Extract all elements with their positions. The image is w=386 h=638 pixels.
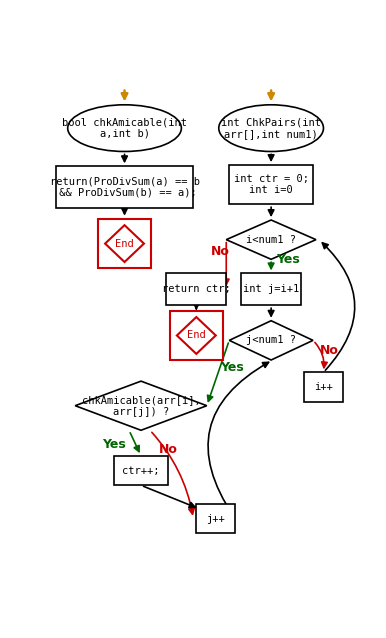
Polygon shape bbox=[177, 317, 216, 354]
Text: chkAmicable(arr[i],
arr[j]) ?: chkAmicable(arr[i], arr[j]) ? bbox=[81, 395, 200, 417]
Text: No: No bbox=[159, 443, 177, 456]
Text: No: No bbox=[211, 246, 230, 258]
Polygon shape bbox=[105, 225, 144, 262]
Bar bbox=[170, 311, 223, 360]
Polygon shape bbox=[226, 220, 316, 259]
Text: int j=i+1: int j=i+1 bbox=[243, 285, 299, 294]
Polygon shape bbox=[229, 321, 313, 360]
Bar bbox=[241, 273, 301, 305]
Bar bbox=[196, 504, 235, 533]
Text: End: End bbox=[187, 330, 206, 341]
Bar bbox=[56, 167, 193, 208]
Text: i<num1 ?: i<num1 ? bbox=[246, 235, 296, 244]
Bar bbox=[114, 456, 168, 486]
Bar bbox=[229, 165, 313, 204]
Text: int ctr = 0;
int i=0: int ctr = 0; int i=0 bbox=[234, 174, 309, 195]
Text: Yes: Yes bbox=[220, 361, 244, 374]
Polygon shape bbox=[75, 381, 207, 430]
Text: Yes: Yes bbox=[276, 253, 300, 266]
Text: return ctr;: return ctr; bbox=[162, 285, 231, 294]
Bar bbox=[304, 373, 343, 402]
Text: int ChkPairs(int
arr[],int num1): int ChkPairs(int arr[],int num1) bbox=[221, 117, 321, 139]
Bar bbox=[98, 219, 151, 269]
Text: End: End bbox=[115, 239, 134, 249]
Bar bbox=[166, 273, 226, 305]
Text: i++: i++ bbox=[314, 382, 333, 392]
Text: return(ProDivSum(a) == b
 && ProDivSum(b) == a);: return(ProDivSum(a) == b && ProDivSum(b)… bbox=[49, 176, 200, 198]
Text: bool chkAmicable(int
a,int b): bool chkAmicable(int a,int b) bbox=[62, 117, 187, 139]
Text: ctr++;: ctr++; bbox=[122, 466, 160, 475]
Text: j++: j++ bbox=[207, 514, 225, 524]
Text: j<num1 ?: j<num1 ? bbox=[246, 336, 296, 345]
Text: No: No bbox=[320, 344, 339, 357]
Text: Yes: Yes bbox=[102, 438, 126, 450]
